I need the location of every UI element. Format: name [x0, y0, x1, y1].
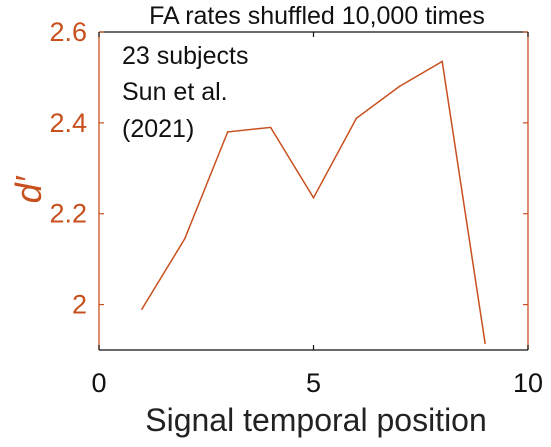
x-tick-label: 0 [91, 368, 106, 398]
annotation-line-2: Sun et al. [122, 78, 228, 106]
data-point [226, 131, 229, 133]
x-tick-label: 5 [306, 368, 321, 398]
y-axis-ticks: 2 2.2 2.4 2.6 [49, 17, 528, 320]
y-tick-label: 2 [72, 290, 87, 320]
y-tick-label: 2.6 [49, 17, 87, 47]
annotation-line-3: (2021) [122, 115, 194, 143]
y-tick-label: 2.4 [49, 108, 87, 138]
data-point [141, 308, 143, 310]
x-axis-ticks: 0 5 10 [91, 32, 543, 398]
y-tick-label: 2.2 [49, 199, 87, 229]
data-point [441, 60, 444, 63]
chart-title: FA rates shuffled 10,000 times [149, 2, 485, 30]
x-axis-label: Signal temporal position [145, 402, 487, 438]
data-point [398, 85, 401, 88]
x-tick-label: 10 [513, 368, 543, 398]
data-point [312, 197, 315, 199]
annotation-line-1: 23 subjects [122, 42, 248, 70]
data-point [184, 237, 186, 240]
y-axis-label: d′ [8, 175, 49, 203]
data-point [355, 117, 358, 120]
data-point [269, 126, 272, 129]
data-point [484, 342, 486, 344]
series-layer [141, 60, 486, 344]
